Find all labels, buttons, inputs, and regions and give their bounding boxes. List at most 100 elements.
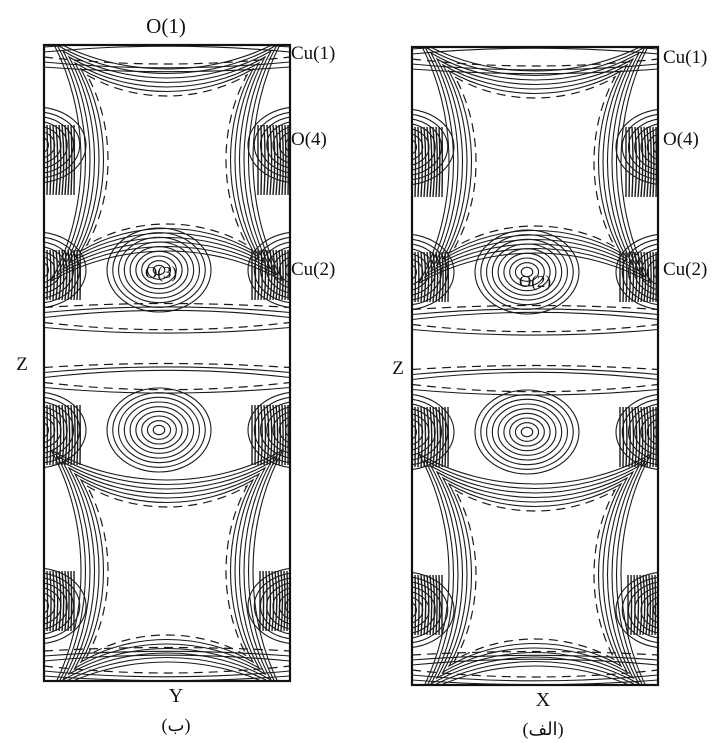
edge-hatch bbox=[272, 124, 276, 196]
edge-contour bbox=[627, 243, 658, 301]
label-o4-alef: O(4) bbox=[663, 129, 699, 150]
edge-contour bbox=[259, 116, 290, 174]
edge-contour bbox=[253, 396, 290, 464]
atom-contour bbox=[141, 415, 177, 445]
edge-contour bbox=[646, 133, 658, 161]
edge-contour bbox=[266, 406, 290, 454]
edge-hatch bbox=[52, 404, 55, 466]
neck-band bbox=[44, 321, 290, 331]
void-contour bbox=[67, 55, 267, 265]
edge-contour bbox=[259, 401, 290, 459]
atom-contour bbox=[129, 246, 189, 294]
void-contour bbox=[49, 448, 285, 681]
edge-contour bbox=[412, 571, 455, 649]
edge-hatch bbox=[429, 406, 433, 468]
edge-contour bbox=[412, 596, 424, 624]
edge-hatch bbox=[61, 570, 65, 632]
edge-contour bbox=[30, 601, 43, 611]
edge-hatch bbox=[432, 574, 436, 636]
edge-hatch bbox=[634, 126, 638, 198]
void-contour bbox=[423, 458, 647, 685]
edge-hatch bbox=[76, 404, 79, 466]
edge-hatch bbox=[633, 574, 636, 636]
edge-hatch bbox=[58, 124, 62, 196]
neck-band bbox=[412, 364, 658, 371]
edge-hatch bbox=[271, 570, 275, 632]
edge-contour bbox=[615, 108, 658, 186]
edge-contour bbox=[44, 567, 87, 645]
edge-hatch bbox=[423, 574, 427, 636]
edge-contour bbox=[412, 424, 418, 440]
edge-hatch bbox=[281, 249, 284, 301]
edge-hatch bbox=[263, 249, 267, 301]
edge-hatch bbox=[426, 251, 430, 303]
label-o3: O(3) bbox=[145, 263, 177, 282]
edge-hatch bbox=[52, 570, 56, 632]
edge-hatch bbox=[441, 251, 444, 303]
neck-band bbox=[44, 309, 290, 319]
edge-contour bbox=[412, 418, 424, 446]
cap-band bbox=[44, 56, 290, 65]
atom-contour bbox=[497, 248, 557, 296]
cap-band bbox=[44, 45, 290, 53]
edge-hatch bbox=[272, 249, 276, 301]
edge-hatch bbox=[444, 251, 447, 303]
edge-hatch bbox=[429, 126, 433, 198]
neck-band bbox=[412, 308, 658, 316]
edge-contour bbox=[292, 601, 305, 611]
void-contour bbox=[447, 482, 623, 668]
edge-contour bbox=[44, 572, 81, 640]
edge-hatch bbox=[284, 404, 287, 466]
edge-hatch bbox=[67, 124, 70, 196]
edge-contour bbox=[247, 106, 290, 184]
edge-hatch bbox=[64, 404, 68, 466]
edge-contour bbox=[44, 391, 87, 469]
edge-hatch bbox=[438, 251, 442, 303]
edge-hatch bbox=[429, 251, 433, 303]
edge-contour bbox=[30, 425, 43, 435]
edge-hatch bbox=[257, 404, 260, 466]
edge-hatch bbox=[286, 570, 289, 632]
edge-hatch bbox=[266, 249, 270, 301]
edge-hatch bbox=[631, 406, 635, 468]
neck-band bbox=[44, 386, 290, 394]
edge-hatch bbox=[49, 570, 52, 632]
edge-hatch bbox=[637, 251, 641, 303]
edge-hatch bbox=[649, 406, 652, 468]
neck-band bbox=[44, 369, 290, 379]
edge-contour bbox=[412, 243, 443, 301]
atom-contour bbox=[514, 262, 540, 282]
edge-hatch bbox=[645, 574, 649, 636]
edge-hatch bbox=[639, 574, 643, 636]
edge-contour bbox=[621, 238, 658, 306]
edge-hatch bbox=[637, 406, 641, 468]
edge-contour bbox=[278, 416, 290, 444]
edge-contour bbox=[615, 233, 658, 311]
atom-contour bbox=[112, 392, 206, 468]
edge-hatch bbox=[634, 406, 638, 468]
edge-hatch bbox=[438, 126, 441, 198]
atom-contour bbox=[135, 250, 183, 290]
edge-contour bbox=[412, 139, 418, 155]
edge-hatch bbox=[643, 406, 647, 468]
neck-band bbox=[412, 323, 658, 333]
cap-band bbox=[412, 41, 658, 45]
axis-z-b: Z bbox=[16, 354, 28, 375]
edge-hatch bbox=[266, 124, 270, 196]
edge-contour bbox=[627, 581, 658, 639]
axis-y: Y bbox=[169, 685, 183, 707]
atom-contour bbox=[514, 422, 540, 442]
cap-band bbox=[44, 665, 290, 674]
edge-contour bbox=[272, 411, 290, 449]
axis-z-alef: Z bbox=[392, 358, 404, 379]
label-cu2-b: Cu(2) bbox=[291, 259, 335, 280]
cap-band bbox=[412, 68, 658, 75]
edge-hatch bbox=[275, 404, 279, 466]
atom-contour bbox=[129, 406, 189, 454]
edge-hatch bbox=[70, 249, 74, 301]
atom-contour bbox=[486, 238, 568, 306]
atom-contour bbox=[474, 389, 580, 475]
edge-hatch bbox=[414, 574, 417, 636]
edge-hatch bbox=[269, 124, 273, 196]
edge-hatch bbox=[636, 574, 640, 636]
